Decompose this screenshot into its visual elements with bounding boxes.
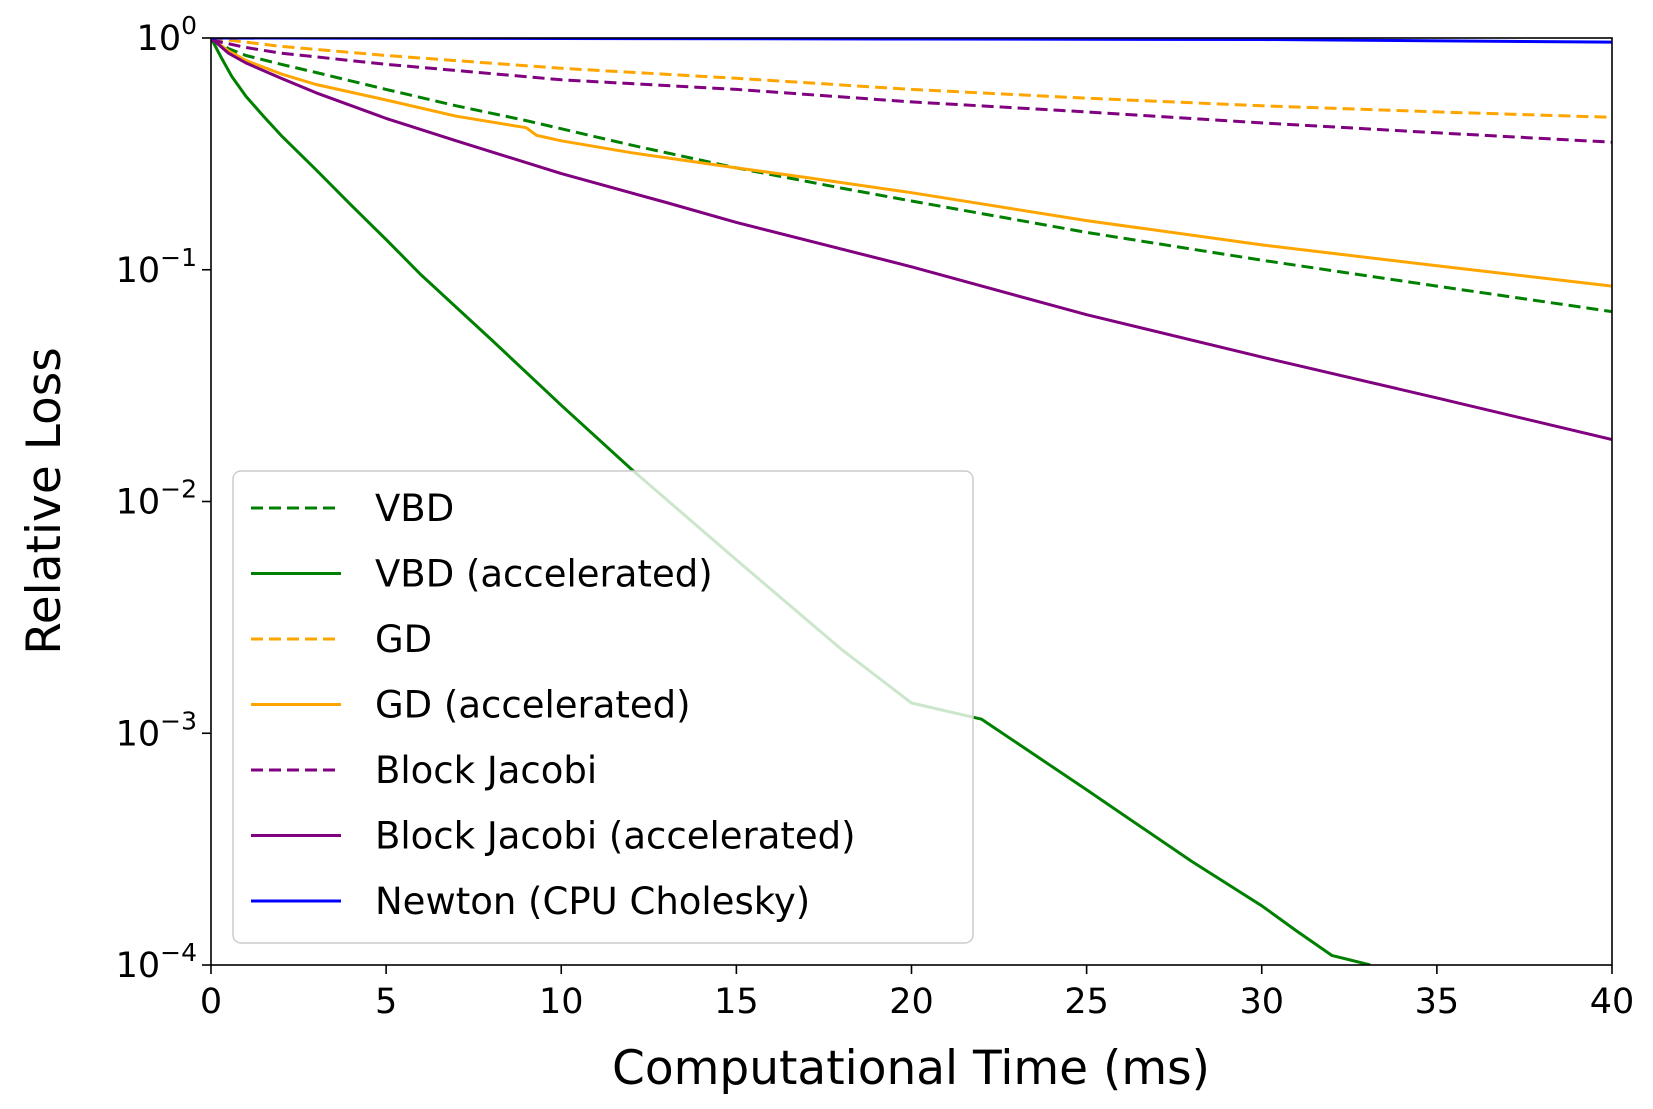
y-tick-label: 10−4 xyxy=(116,938,197,986)
x-tick-label: 10 xyxy=(539,982,584,1022)
legend-label-6: Newton (CPU Cholesky) xyxy=(375,880,810,923)
series-line-0 xyxy=(211,38,1612,314)
series-line-1 xyxy=(211,38,1371,965)
x-tick-label: 40 xyxy=(1590,982,1635,1022)
series-line-2 xyxy=(211,38,1612,119)
tick-layer: 0 5 10 15 20 25 30 35 40 100 10−1 10−2 10−3 10−4 xyxy=(116,11,1635,1022)
y-tick-label: 10−2 xyxy=(116,475,197,523)
x-tick-label: 20 xyxy=(889,982,934,1022)
x-tick-label: 15 xyxy=(714,982,759,1022)
x-tick-label: 30 xyxy=(1239,982,1284,1022)
series-line-5 xyxy=(211,38,1612,442)
legend-box xyxy=(232,470,974,944)
legend-label-2: GD xyxy=(375,618,432,661)
legend-label-4: Block Jacobi xyxy=(375,749,597,792)
x-tick-label: 25 xyxy=(1064,982,1109,1022)
y-tick-label: 100 xyxy=(137,11,197,59)
x-axis-label: Computational Time (ms) xyxy=(612,1041,1210,1096)
y-tick-label: 10−3 xyxy=(116,706,197,754)
legend: VBD VBD (accelerated) GD GD (accelerated) Bl… xyxy=(232,470,974,944)
x-tick-label: 5 xyxy=(375,982,397,1022)
legend-label-1: VBD (accelerated) xyxy=(375,553,713,596)
series-line-3 xyxy=(211,38,1612,288)
legend-label-5: Block Jacobi (accelerated) xyxy=(375,815,856,858)
legend-items: VBD VBD (accelerated) GD GD (accelerated) Bl… xyxy=(251,487,856,923)
y-tick-label: 10−1 xyxy=(116,243,197,291)
legend-label-0: VBD xyxy=(375,487,454,530)
x-tick-label: 0 xyxy=(200,982,222,1022)
legend-label-3: GD (accelerated) xyxy=(375,684,691,727)
x-tick-label: 35 xyxy=(1415,982,1460,1022)
y-axis-label: Relative Loss xyxy=(17,347,72,655)
series-line-4 xyxy=(211,38,1612,144)
